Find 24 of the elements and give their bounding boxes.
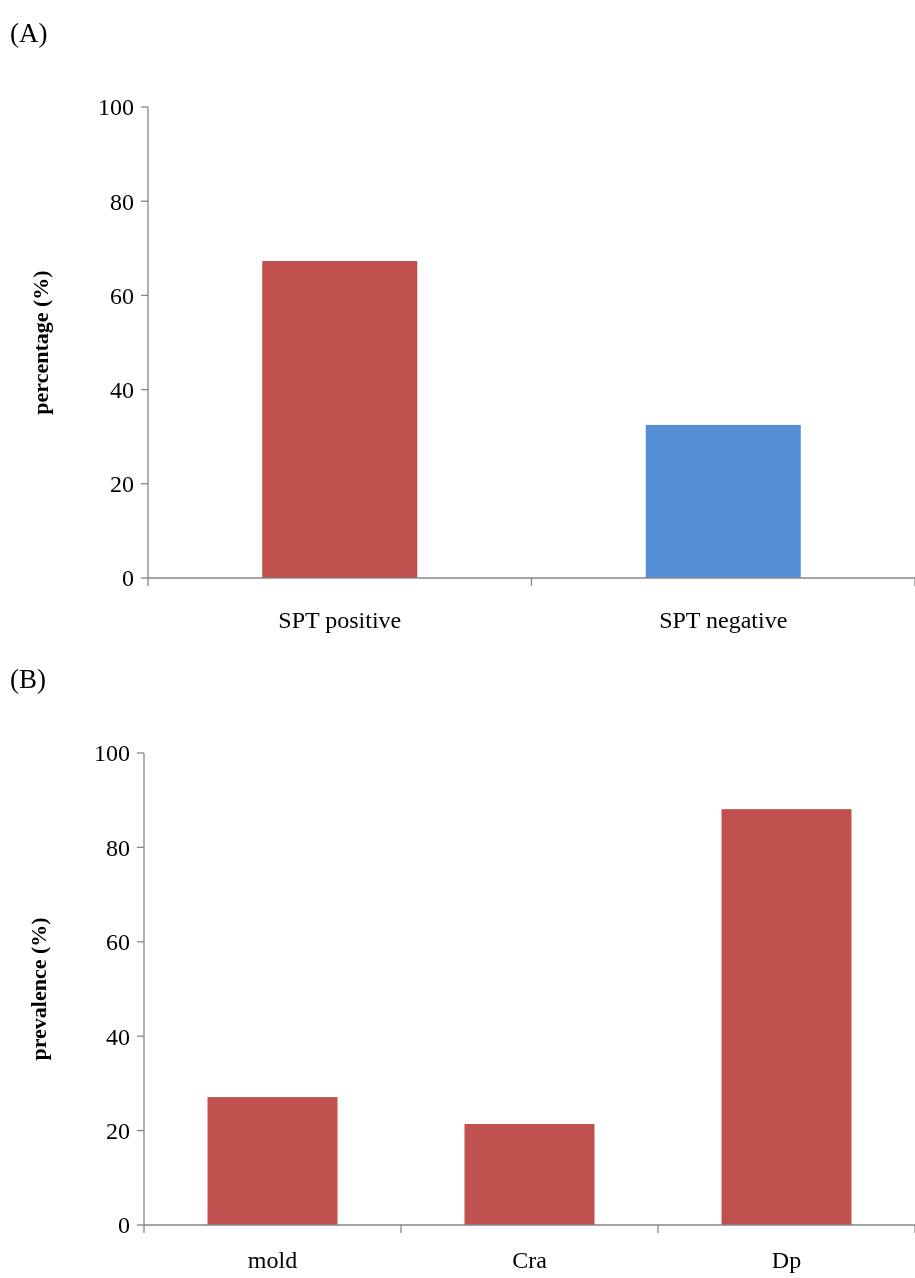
text: (B): [10, 664, 46, 694]
y-tick-label: 60: [106, 929, 130, 956]
x-tick-label: Dp: [771, 1247, 802, 1273]
x-tick-label: SPT negative: [659, 607, 788, 633]
y-tick-label: 20: [110, 471, 134, 498]
x-tick-label: mold: [247, 1247, 298, 1273]
bar: [721, 809, 852, 1225]
text: (A): [10, 18, 48, 48]
y-tick-label: 0: [118, 1212, 130, 1239]
y-tick-label: 80: [110, 188, 134, 215]
y-axis-title: percentage (%): [28, 270, 53, 415]
y-tick-label: 60: [110, 282, 134, 309]
y-tick-label: 0: [122, 565, 134, 592]
bar: [464, 1123, 595, 1225]
x-tick-label: Cra: [512, 1247, 548, 1273]
y-tick-label: 40: [110, 377, 134, 403]
y-tick-label: 100: [98, 94, 134, 121]
x-tick-label: SPT positive: [278, 607, 402, 633]
y-tick-label: 40: [106, 1023, 130, 1050]
y-tick-label: 100: [94, 740, 130, 767]
y-tick-label: 20: [106, 1118, 130, 1144]
y-tick-label: 80: [106, 834, 130, 861]
y-axis-title: prevalence (%): [26, 917, 51, 1061]
bar: [207, 1097, 338, 1225]
